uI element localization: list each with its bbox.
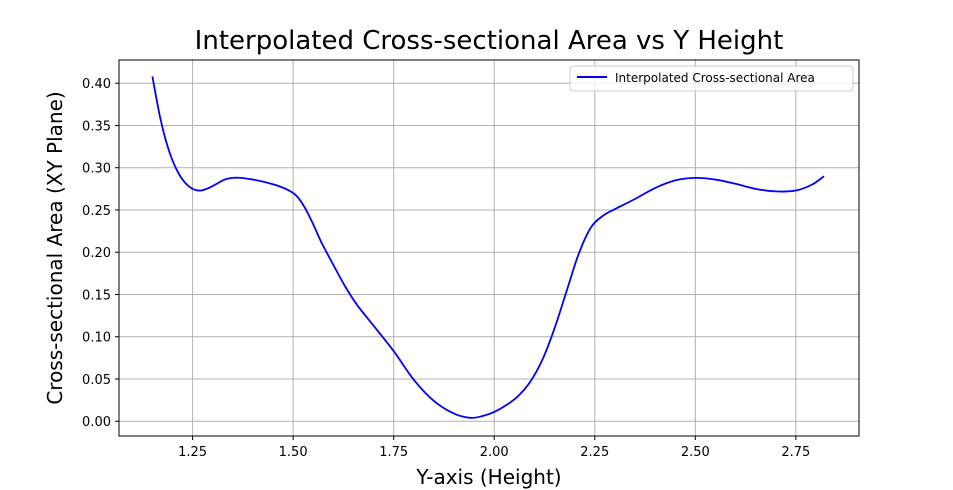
plot-frame — [118, 59, 860, 437]
y-tick-label: 0.30 — [82, 162, 111, 177]
grid — [119, 60, 859, 436]
x-tick-label: 2.50 — [681, 445, 710, 460]
x-tick-label: 1.75 — [379, 445, 408, 460]
x-tick-label: 2.25 — [580, 445, 609, 460]
legend-label: Interpolated Cross-sectional Area — [615, 71, 815, 85]
legend: Interpolated Cross-sectional Area — [569, 65, 854, 92]
chart-title: Interpolated Cross-sectional Area vs Y H… — [195, 26, 784, 56]
x-axis-title: Y-axis (Height) — [415, 465, 561, 489]
y-tick-label: 0.20 — [82, 246, 111, 261]
y-tick-label: 0.25 — [82, 204, 111, 219]
y-axis: 0.00 0.05 0.10 0.15 0.20 0.25 0.30 0.35 0.40 — [82, 77, 119, 430]
x-tick-label: 2.75 — [781, 445, 810, 460]
x-tick-label: 1.25 — [178, 445, 207, 460]
y-axis-title: Cross-sectional Area (XY Plane) — [43, 91, 67, 404]
y-tick-label: 0.05 — [82, 373, 111, 388]
y-tick-label: 0.40 — [82, 77, 111, 92]
legend-box — [569, 65, 854, 92]
y-tick-label: 0.15 — [82, 288, 111, 303]
series-line — [151, 76, 825, 419]
x-tick-label: 2.00 — [480, 445, 509, 460]
y-tick-label: 0.10 — [82, 331, 111, 346]
x-axis: 1.25 1.50 1.75 2.00 2.25 2.50 2.75 — [178, 436, 810, 460]
plot-area — [151, 76, 825, 419]
y-tick-label: 0.35 — [82, 119, 111, 134]
x-tick-label: 1.50 — [279, 445, 308, 460]
y-tick-label: 0.00 — [82, 415, 111, 430]
